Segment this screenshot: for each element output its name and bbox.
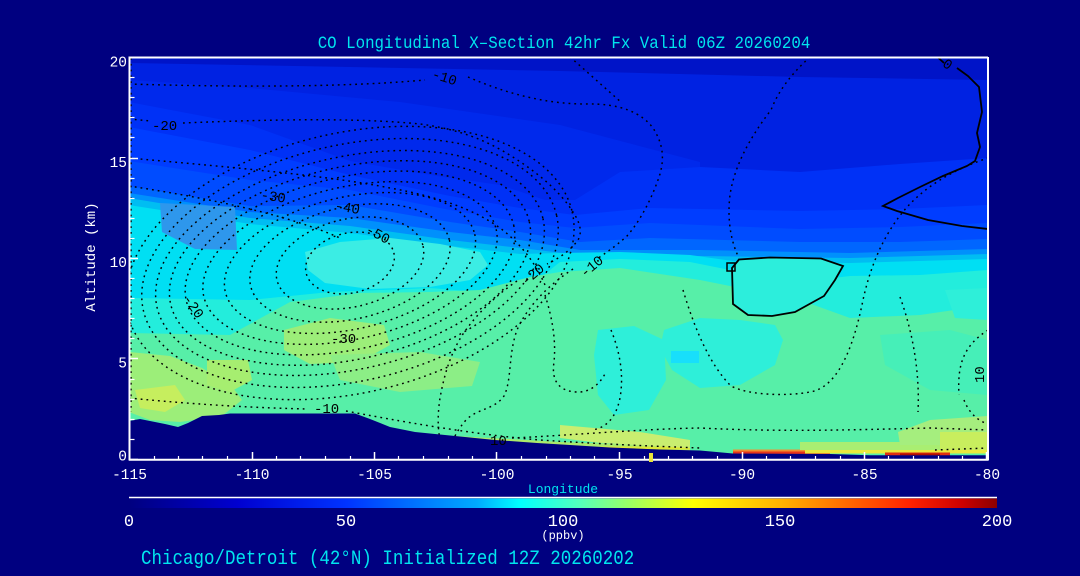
svg-text:10: 10 <box>490 434 507 450</box>
svg-text:-95: -95 <box>606 468 632 484</box>
svg-text:5: 5 <box>118 357 127 373</box>
svg-text:-105: -105 <box>357 468 392 484</box>
svg-text:Longitude: Longitude <box>528 482 598 497</box>
svg-text:20: 20 <box>110 56 127 72</box>
svg-text:Chicago/Detroit (42°N) Initial: Chicago/Detroit (42°N) Initialized 12Z 2… <box>141 547 634 570</box>
svg-text:10: 10 <box>973 366 989 383</box>
svg-text:-80: -80 <box>974 468 1000 484</box>
svg-text:100: 100 <box>548 513 579 532</box>
svg-text:-10: -10 <box>430 67 459 90</box>
svg-text:50: 50 <box>336 513 356 532</box>
svg-text:-100: -100 <box>480 468 515 484</box>
svg-text:-30: -30 <box>331 332 356 348</box>
svg-text:(ppbv): (ppbv) <box>541 529 584 543</box>
svg-text:-115: -115 <box>112 468 147 484</box>
svg-text:150: 150 <box>765 513 796 532</box>
svg-text:-10: -10 <box>314 402 339 418</box>
svg-text:15: 15 <box>110 156 127 172</box>
svg-text:0: 0 <box>124 513 134 532</box>
svg-text:Altitude (km): Altitude (km) <box>84 202 100 311</box>
svg-text:-30: -30 <box>259 188 286 207</box>
svg-text:-40: -40 <box>333 199 361 219</box>
svg-text:CO Longitudinal X–Section 42hr: CO Longitudinal X–Section 42hr Fx Valid … <box>318 33 811 53</box>
svg-text:-90: -90 <box>729 468 755 484</box>
svg-text:-20: -20 <box>152 119 177 135</box>
svg-text:0: 0 <box>118 450 127 466</box>
svg-text:200: 200 <box>982 513 1013 532</box>
svg-text:10: 10 <box>110 256 127 272</box>
svg-text:-85: -85 <box>851 468 877 484</box>
svg-text:-110: -110 <box>235 468 270 484</box>
